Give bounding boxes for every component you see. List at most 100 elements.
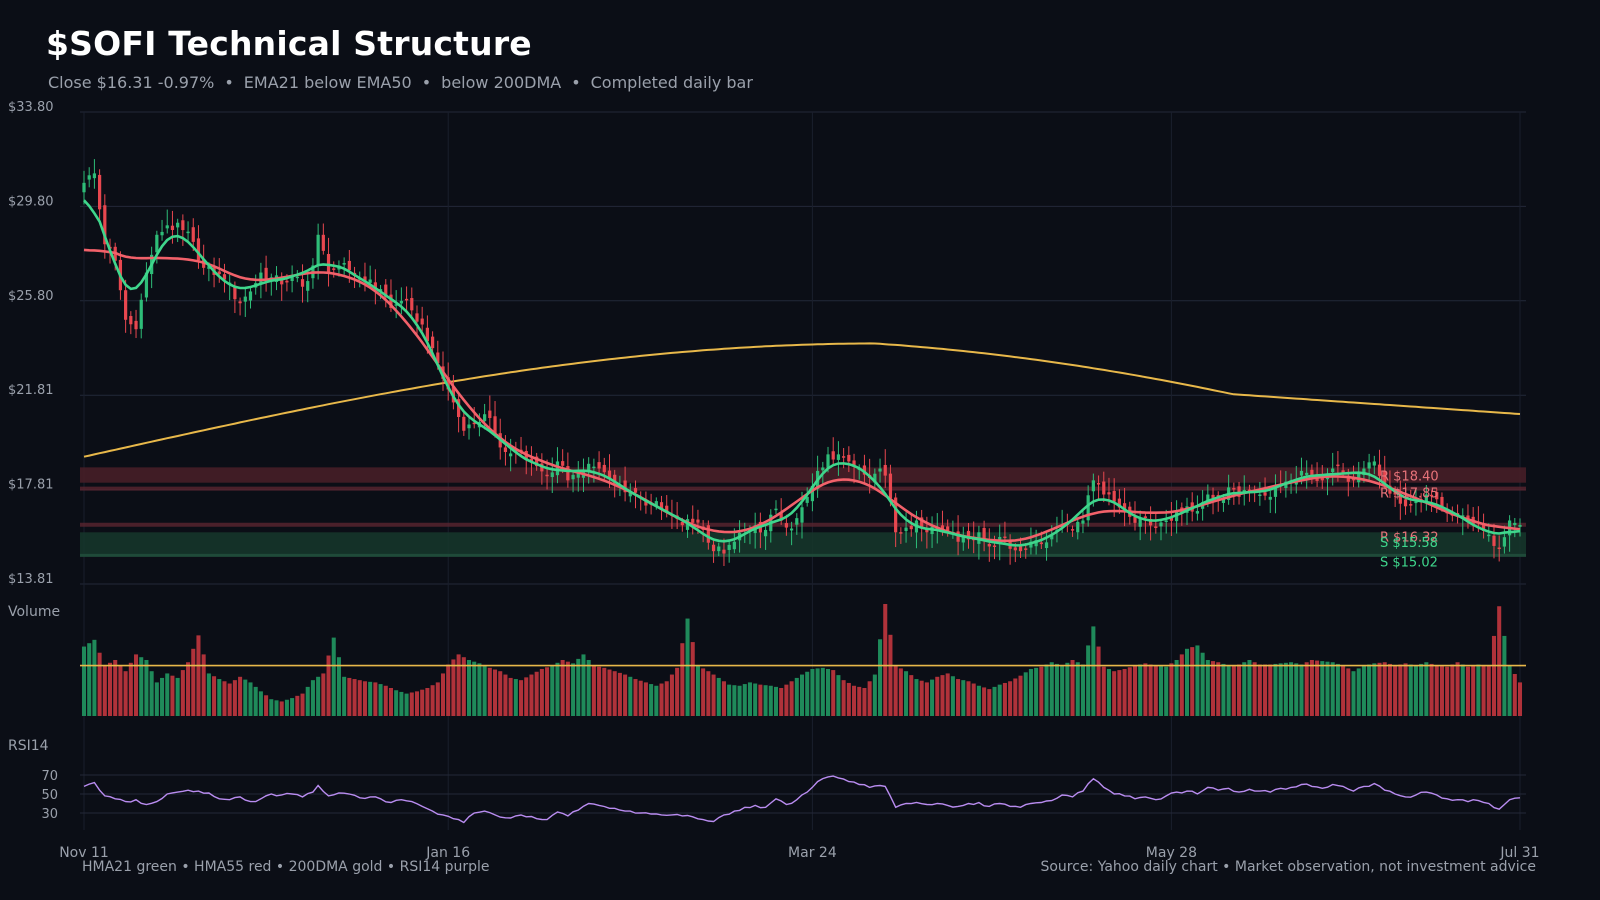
level-label: S $15.58 [1380, 536, 1438, 551]
candle-down [347, 260, 351, 271]
volume-bar [919, 680, 924, 716]
close-change: -0.97% [157, 73, 215, 92]
volume-bar [805, 671, 810, 716]
volume-bar [633, 679, 638, 716]
volume-bar [534, 671, 539, 716]
candle-down [1377, 464, 1382, 476]
price-tick-label: $17.81 [8, 478, 54, 493]
candle-down [883, 464, 887, 476]
volume-bar [196, 635, 201, 716]
volume-bar [576, 658, 581, 716]
candle-up [1086, 495, 1090, 521]
candle-down [862, 465, 867, 475]
candle-down [129, 316, 133, 325]
candle-up [592, 466, 596, 469]
support-zone [80, 532, 1526, 555]
candle-up [1502, 537, 1506, 547]
candle-up [1268, 496, 1272, 500]
candle-down [992, 545, 997, 547]
candle-down [894, 497, 898, 533]
volume-bar [649, 684, 654, 716]
volume-bar [732, 685, 737, 716]
volume-bar [461, 657, 466, 716]
page-title: $SOFI Technical Structure [46, 24, 532, 63]
volume-bar [508, 677, 513, 716]
volume-bar [935, 676, 940, 716]
price-tick-label: $33.80 [8, 100, 54, 115]
volume-bar [1393, 665, 1398, 716]
volume-bar [92, 639, 97, 716]
volume-bar [482, 665, 487, 716]
volume-bar [139, 657, 144, 716]
volume-bar [997, 684, 1002, 716]
volume-bar [846, 682, 851, 716]
candle-down [920, 517, 924, 528]
candle-down [1429, 494, 1434, 497]
candle-down [966, 530, 971, 540]
candle-down [103, 205, 107, 245]
candle-up [259, 272, 263, 285]
candle-down [1492, 535, 1496, 546]
date-tick-label: May 28 [1146, 845, 1197, 861]
volume-bar [1377, 662, 1382, 716]
volume-bar [914, 679, 919, 716]
volume-bar [1408, 664, 1413, 716]
candle-down [1232, 488, 1236, 490]
candle-down [217, 271, 221, 275]
rsi-tick-label: 70 [41, 769, 58, 784]
volume-bar [295, 695, 300, 716]
volume-bar [852, 685, 857, 716]
volume-bar [794, 677, 799, 716]
candle-up [82, 182, 86, 193]
volume-bar [107, 662, 113, 716]
candle-down [1024, 548, 1028, 550]
volume-bar [243, 679, 248, 716]
volume-bar [477, 663, 482, 716]
candle-down [888, 473, 893, 499]
volume-bar [238, 676, 243, 716]
candle-up [550, 472, 554, 478]
volume-bar [1216, 662, 1221, 716]
volume-bar [425, 688, 430, 716]
volume-bar [701, 668, 706, 716]
volume-bar [1075, 662, 1080, 716]
volume-bar [758, 684, 763, 716]
volume-bar [1169, 663, 1174, 716]
candle-up [1034, 540, 1038, 547]
volume-bar [581, 654, 586, 716]
volume-bar [1289, 662, 1294, 716]
volume-bar [1476, 664, 1481, 716]
volume-bar [1294, 663, 1299, 716]
volume-bar [186, 662, 191, 716]
candle-down [831, 451, 835, 460]
candle-up [155, 234, 159, 253]
volume-bar [503, 674, 508, 716]
candle-down [1096, 483, 1101, 485]
candle-down [1351, 478, 1356, 481]
candle-up [805, 496, 809, 503]
candle-down [326, 253, 331, 273]
candle-up [144, 272, 149, 298]
volume-bar [97, 652, 102, 716]
candle-up [826, 454, 830, 468]
volume-bar [1044, 664, 1049, 716]
volume-bar [305, 686, 310, 716]
volume-bar [904, 671, 909, 716]
volume-bar [825, 668, 831, 716]
volume-bar [388, 688, 393, 716]
volume-bar [940, 675, 945, 716]
candle-up [92, 173, 97, 179]
price-tick-label: $29.80 [8, 194, 54, 209]
volume-bar [1122, 668, 1127, 716]
volume-bar [1257, 664, 1262, 716]
volume-bar [284, 699, 289, 716]
rsi-line [83, 775, 1521, 824]
volume-bar [1372, 663, 1377, 716]
volume-bar [664, 681, 669, 716]
candle-down [1497, 547, 1501, 550]
candle-up [1050, 534, 1054, 540]
volume-bar [1054, 663, 1059, 716]
candle-down [1133, 517, 1137, 523]
date-tick-label: Mar 24 [788, 845, 837, 861]
volume-bar [1106, 668, 1111, 716]
